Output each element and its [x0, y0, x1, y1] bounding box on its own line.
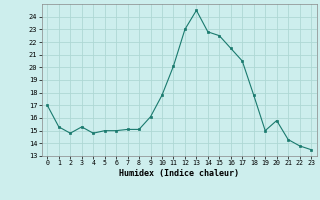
X-axis label: Humidex (Indice chaleur): Humidex (Indice chaleur)	[119, 169, 239, 178]
